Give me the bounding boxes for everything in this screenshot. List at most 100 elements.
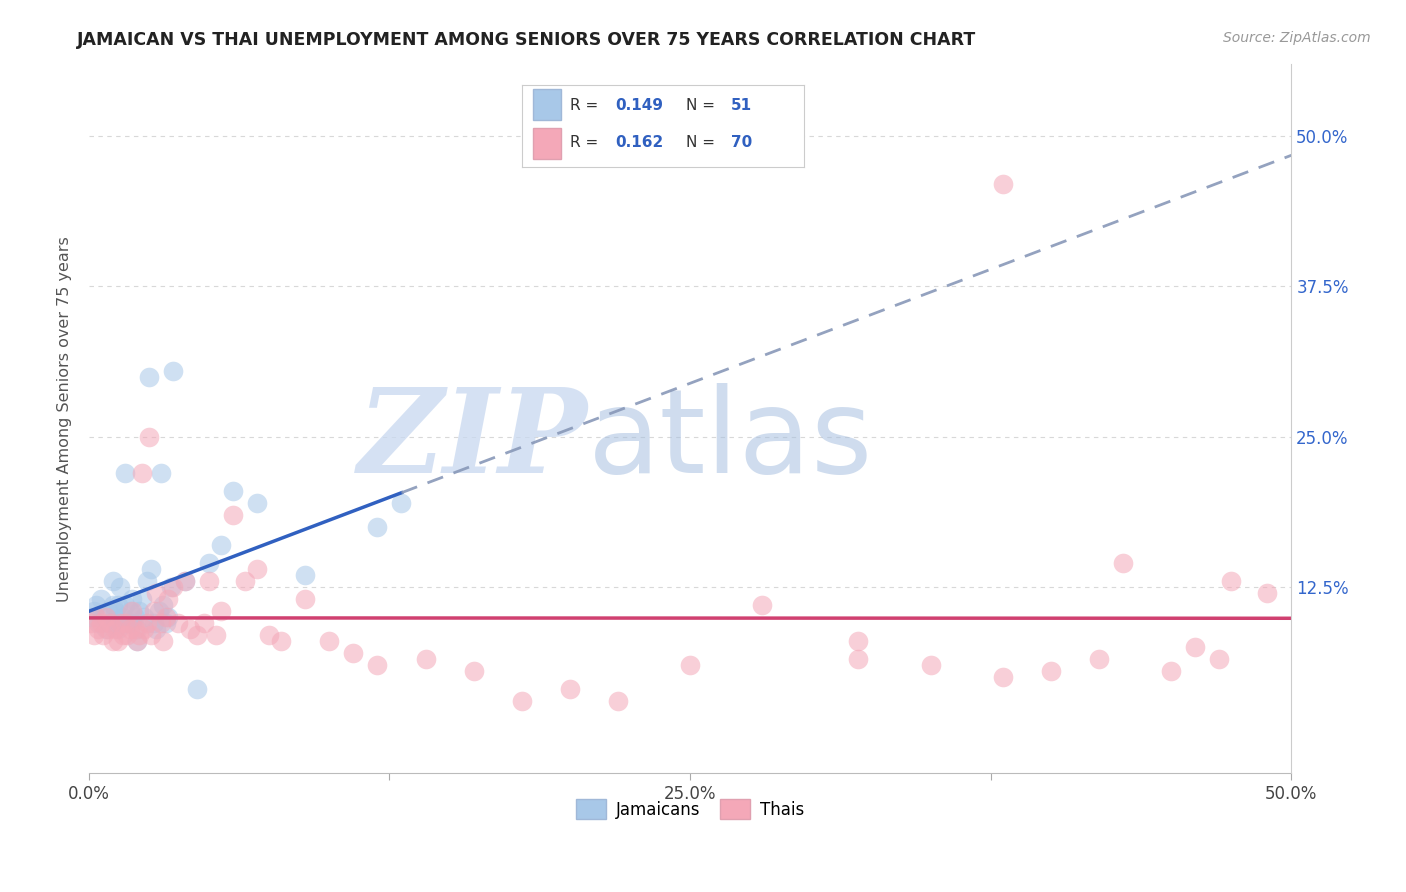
Point: [135, 616, 157, 631]
Point: [114, 598, 136, 612]
Point: [209, 604, 232, 618]
Point: [134, 622, 156, 636]
Point: [84, 610, 107, 624]
Point: [391, 496, 413, 510]
Point: [90, 616, 112, 631]
Point: [1220, 574, 1243, 588]
Point: [155, 610, 177, 624]
Point: [198, 556, 221, 570]
Text: ZIP: ZIP: [357, 383, 588, 498]
Point: [174, 574, 197, 588]
Point: [121, 592, 143, 607]
Point: [83, 604, 105, 618]
Point: [186, 682, 208, 697]
Point: [1184, 640, 1206, 655]
Point: [257, 628, 280, 642]
Point: [138, 430, 160, 444]
Point: [84, 598, 107, 612]
Point: [246, 562, 269, 576]
Point: [118, 604, 141, 618]
Point: [138, 369, 160, 384]
Point: [128, 604, 150, 618]
Point: [186, 628, 208, 642]
Point: [97, 622, 120, 636]
Point: [174, 574, 197, 588]
Point: [114, 466, 136, 480]
Point: [159, 580, 181, 594]
Point: [270, 634, 292, 648]
Point: [101, 574, 124, 588]
Point: [848, 652, 870, 666]
Point: [107, 634, 129, 648]
Point: [124, 610, 146, 624]
Point: [101, 598, 124, 612]
Point: [1039, 665, 1062, 679]
Point: [222, 483, 245, 498]
Point: [318, 634, 340, 648]
Point: [162, 580, 184, 594]
Point: [124, 622, 146, 636]
Point: [131, 592, 153, 607]
Point: [111, 628, 134, 642]
Point: [150, 616, 173, 631]
Point: [246, 496, 269, 510]
Point: [100, 616, 122, 631]
Point: [104, 622, 127, 636]
Point: [80, 610, 103, 624]
Point: [679, 658, 702, 673]
Point: [205, 628, 228, 642]
Point: [117, 616, 139, 631]
Point: [90, 592, 112, 607]
Point: [141, 628, 163, 642]
Point: [1208, 652, 1230, 666]
Point: [150, 466, 173, 480]
Point: [100, 616, 122, 631]
Point: [222, 508, 245, 522]
Point: [131, 466, 153, 480]
Point: [463, 665, 485, 679]
Point: [157, 610, 180, 624]
Point: [101, 616, 124, 631]
Point: [193, 616, 215, 631]
Point: [101, 634, 124, 648]
Point: [107, 598, 129, 612]
Point: [142, 604, 165, 618]
Text: Source: ZipAtlas.com: Source: ZipAtlas.com: [1223, 31, 1371, 45]
Point: [294, 592, 316, 607]
Point: [148, 604, 170, 618]
Point: [142, 616, 165, 631]
Point: [558, 682, 581, 697]
Point: [166, 616, 188, 631]
Y-axis label: Unemployment Among Seniors over 75 years: Unemployment Among Seniors over 75 years: [58, 235, 72, 601]
Point: [125, 634, 148, 648]
Point: [91, 628, 114, 642]
Point: [1256, 586, 1278, 600]
Point: [157, 592, 180, 607]
Point: [155, 616, 177, 631]
Point: [107, 622, 129, 636]
Point: [145, 586, 167, 600]
Point: [83, 628, 105, 642]
Point: [117, 628, 139, 642]
Point: [87, 622, 110, 636]
Point: [87, 616, 110, 631]
Point: [135, 574, 157, 588]
Point: [91, 610, 114, 624]
Point: [848, 634, 870, 648]
Point: [94, 610, 117, 624]
Point: [342, 646, 364, 660]
Point: [121, 604, 143, 618]
Point: [152, 598, 174, 612]
Point: [366, 520, 388, 534]
Point: [125, 634, 148, 648]
Point: [179, 622, 201, 636]
Point: [162, 364, 184, 378]
Point: [510, 694, 533, 708]
Point: [121, 616, 143, 631]
Point: [198, 574, 221, 588]
Point: [991, 670, 1014, 684]
Point: [607, 694, 630, 708]
Point: [152, 634, 174, 648]
Point: [991, 178, 1014, 192]
Point: [141, 562, 163, 576]
